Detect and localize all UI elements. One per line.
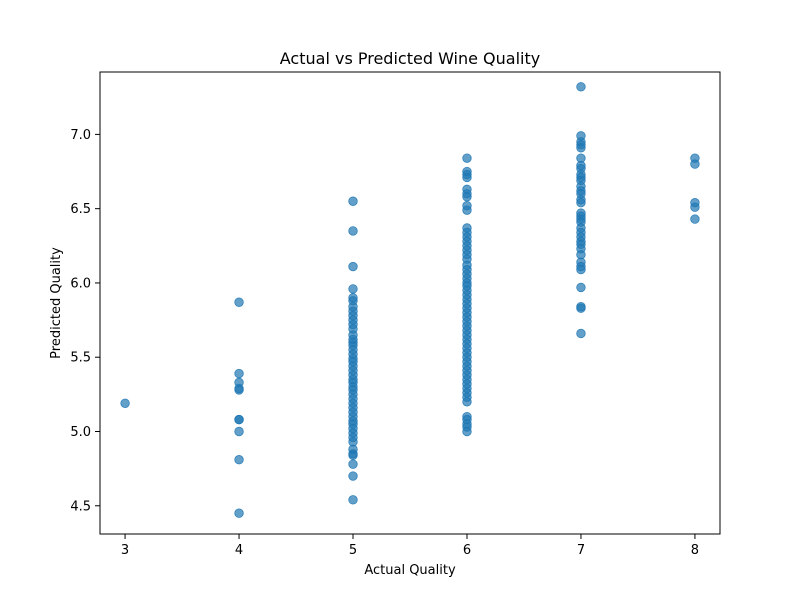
data-point — [348, 226, 358, 236]
data-point — [348, 459, 358, 469]
data-point — [234, 508, 244, 518]
data-point — [120, 398, 130, 408]
y-tick-label: 6.5 — [70, 202, 91, 217]
data-point — [576, 328, 586, 339]
data-point — [234, 297, 244, 307]
data-point — [690, 214, 700, 224]
data-point — [576, 143, 586, 153]
data-point — [462, 172, 472, 183]
data-point — [234, 455, 244, 465]
data-point — [462, 192, 472, 202]
y-axis-title: Predicted Quality — [49, 247, 64, 359]
data-point — [234, 426, 244, 437]
x-tick-label: 7 — [577, 543, 585, 558]
data-point — [462, 153, 472, 163]
y-axis: 4.5 5.0 5.5 6.0 6.5 7.0 — [70, 128, 100, 514]
chart-title: Actual vs Predicted Wine Quality — [280, 49, 540, 68]
data-point — [348, 261, 358, 272]
data-point — [234, 414, 244, 425]
x-tick-label: 8 — [691, 543, 699, 558]
data-point — [462, 397, 472, 407]
data-point — [690, 202, 700, 212]
data-point — [462, 205, 472, 215]
data-point — [576, 82, 586, 92]
y-tick-label: 4.5 — [70, 499, 91, 514]
data-point — [690, 159, 700, 169]
data-point — [576, 198, 586, 208]
plot-area-frame — [99, 71, 721, 535]
y-tick-label: 7.0 — [70, 128, 91, 143]
data-point — [576, 303, 586, 313]
y-tick-label: 5.0 — [70, 425, 91, 440]
data-point — [576, 264, 586, 275]
data-point — [348, 471, 358, 481]
x-tick-label: 4 — [235, 543, 243, 558]
data-point — [348, 196, 358, 206]
data-point — [234, 368, 244, 379]
x-tick-label: 6 — [463, 543, 471, 558]
data-point — [348, 284, 358, 294]
y-tick-label: 5.5 — [70, 351, 91, 366]
points-layer — [120, 82, 700, 518]
data-point — [462, 426, 472, 437]
y-tick-label: 6.0 — [70, 276, 91, 291]
data-point — [348, 495, 358, 505]
data-point — [234, 385, 244, 395]
x-axis-title: Actual Quality — [364, 563, 456, 578]
data-point — [348, 450, 358, 460]
x-tick-label: 5 — [349, 543, 357, 558]
x-tick-label: 3 — [121, 543, 129, 558]
data-point — [576, 282, 586, 293]
x-axis: 3 4 5 6 7 8 — [121, 534, 699, 558]
